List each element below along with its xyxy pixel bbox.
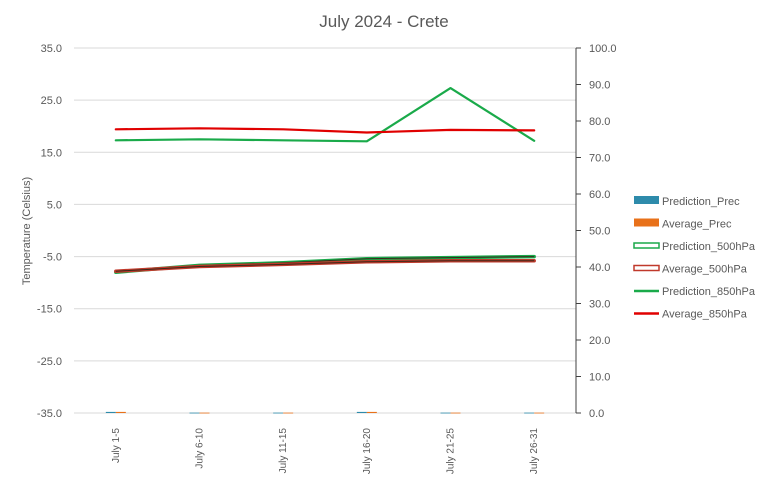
legend-swatch bbox=[633, 264, 660, 272]
bar bbox=[105, 411, 116, 413]
left-tick-label: 15.0 bbox=[41, 147, 62, 159]
legend-label: Average_500hPa bbox=[662, 264, 748, 276]
right-tick-label: 0.0 bbox=[589, 408, 604, 420]
y-axis-label: Temperature (Celsius) bbox=[21, 177, 33, 285]
right-tick-label: 60.0 bbox=[589, 189, 610, 201]
x-tick-label: July 6-10 bbox=[195, 428, 206, 469]
bars bbox=[105, 411, 545, 414]
left-axis: -35.0 -25.0 -15.0 -5.0 5.0 15.0 25.0 35.0 bbox=[37, 43, 62, 420]
left-tick-label: 5.0 bbox=[47, 199, 62, 211]
left-tick-label: -15.0 bbox=[37, 304, 62, 316]
bar bbox=[450, 412, 461, 414]
lines bbox=[114, 86, 536, 274]
legend-label: Prediction_Prec bbox=[662, 196, 740, 208]
left-tick-label: 25.0 bbox=[41, 95, 62, 107]
bar bbox=[356, 411, 367, 413]
right-tick-label: 40.0 bbox=[589, 262, 610, 274]
right-tick-label: 30.0 bbox=[589, 299, 610, 311]
bar bbox=[273, 412, 284, 414]
bar bbox=[440, 412, 451, 414]
series-line bbox=[114, 127, 536, 134]
right-tick-label: 20.0 bbox=[589, 335, 610, 347]
chart-title: July 2024 - Crete bbox=[319, 12, 448, 31]
bar bbox=[534, 412, 545, 414]
legend-swatch bbox=[633, 242, 660, 249]
bar bbox=[366, 411, 377, 413]
right-tick-label: 70.0 bbox=[589, 153, 610, 165]
left-tick-label: 35.0 bbox=[41, 43, 62, 55]
bar bbox=[115, 411, 126, 413]
x-tick-label: July 16-20 bbox=[362, 428, 373, 475]
right-tick-label: 50.0 bbox=[589, 226, 610, 238]
x-axis: July 1-5 July 6-10 July 11-15 July 16-20 Jul… bbox=[111, 428, 540, 475]
left-tick-label: -25.0 bbox=[37, 356, 62, 368]
series-line bbox=[114, 86, 536, 143]
legend-swatch bbox=[634, 218, 659, 227]
x-tick-label: July 21-25 bbox=[446, 428, 457, 475]
left-tick-label: -5.0 bbox=[43, 252, 62, 264]
bar bbox=[524, 412, 535, 414]
legend-label: Prediction_500hPa bbox=[662, 241, 756, 253]
left-tick-label: -35.0 bbox=[37, 408, 62, 420]
gridlines bbox=[74, 47, 576, 414]
right-tick-label: 90.0 bbox=[589, 80, 610, 92]
legend-label: Average_Prec bbox=[662, 219, 732, 231]
series-line-core bbox=[115, 260, 535, 272]
bar bbox=[189, 412, 200, 414]
legend-swatch bbox=[634, 196, 659, 204]
x-tick-label: July 11-15 bbox=[278, 428, 289, 474]
x-tick-label: July 1-5 bbox=[111, 428, 122, 463]
series-line bbox=[114, 258, 536, 273]
bar bbox=[199, 412, 210, 414]
legend-label: Average_850hPa bbox=[662, 309, 748, 321]
legend: Prediction_Prec Average_Prec Prediction_50… bbox=[633, 196, 756, 321]
right-axis: 0.0 10.0 20.0 30.0 40.0 50.0 60.0 70.0 80.0 90.0 1… bbox=[575, 43, 617, 420]
legend-label: Prediction_850hPa bbox=[662, 286, 756, 298]
right-tick-label: 100.0 bbox=[589, 43, 617, 55]
x-tick-label: July 26-31 bbox=[529, 428, 540, 475]
right-tick-label: 10.0 bbox=[589, 372, 610, 384]
right-tick-label: 80.0 bbox=[589, 116, 610, 128]
bar bbox=[283, 412, 294, 414]
